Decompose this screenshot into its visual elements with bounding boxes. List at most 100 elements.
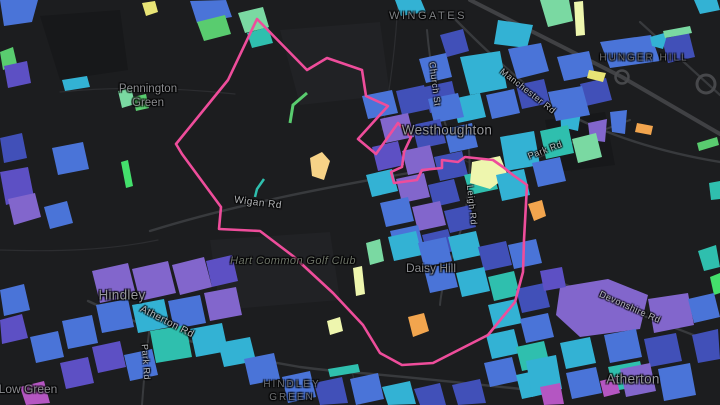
- parcel[interactable]: [412, 119, 446, 149]
- parcel[interactable]: [566, 367, 602, 399]
- parcel[interactable]: [532, 157, 566, 187]
- parcel[interactable]: [650, 32, 668, 49]
- parcel[interactable]: [692, 329, 720, 363]
- parcel[interactable]: [540, 125, 574, 159]
- parcel[interactable]: [419, 53, 452, 83]
- parcel[interactable]: [688, 293, 720, 323]
- parcel[interactable]: [428, 93, 464, 123]
- parcel[interactable]: [580, 78, 612, 106]
- parcel[interactable]: [635, 123, 653, 135]
- parcel[interactable]: [0, 0, 38, 26]
- parcel[interactable]: [428, 179, 460, 207]
- parcel[interactable]: [0, 133, 27, 163]
- parcel[interactable]: [548, 86, 590, 121]
- parcel[interactable]: [520, 313, 554, 343]
- parcel-sliver[interactable]: [288, 91, 308, 124]
- parcel[interactable]: [52, 142, 89, 175]
- parcel[interactable]: [460, 51, 507, 95]
- parcel[interactable]: [44, 201, 73, 229]
- parcel[interactable]: [190, 323, 228, 357]
- parcel[interactable]: [508, 43, 549, 79]
- parcel[interactable]: [92, 263, 136, 303]
- parcel[interactable]: [540, 383, 564, 405]
- parcel[interactable]: [486, 89, 520, 119]
- parcel[interactable]: [557, 51, 595, 81]
- parcel[interactable]: [698, 245, 720, 271]
- parcel[interactable]: [133, 94, 149, 111]
- parcel[interactable]: [172, 257, 212, 295]
- parcel[interactable]: [484, 357, 518, 387]
- parcel[interactable]: [574, 1, 585, 36]
- parcel[interactable]: [197, 15, 231, 41]
- parcel[interactable]: [395, 0, 426, 16]
- parcel[interactable]: [572, 133, 602, 163]
- parcel[interactable]: [697, 137, 719, 151]
- parcel[interactable]: [516, 79, 550, 109]
- parcel[interactable]: [496, 169, 530, 201]
- parcel[interactable]: [8, 193, 41, 225]
- parcel[interactable]: [418, 237, 452, 267]
- parcel[interactable]: [610, 110, 627, 134]
- parcel[interactable]: [709, 181, 720, 200]
- parcel[interactable]: [516, 283, 550, 313]
- parcel[interactable]: [456, 267, 490, 297]
- parcel[interactable]: [600, 377, 620, 397]
- parcel[interactable]: [604, 329, 642, 363]
- parcel[interactable]: [540, 0, 573, 27]
- parcel[interactable]: [444, 205, 476, 233]
- parcel[interactable]: [408, 313, 429, 337]
- parcel[interactable]: [508, 239, 542, 269]
- parcel[interactable]: [350, 373, 384, 405]
- parcel[interactable]: [20, 381, 50, 405]
- parcel[interactable]: [244, 353, 280, 385]
- parcel[interactable]: [62, 76, 90, 91]
- parcel[interactable]: [540, 267, 566, 291]
- parcel[interactable]: [124, 349, 158, 381]
- parcel[interactable]: [620, 363, 656, 397]
- parcel[interactable]: [710, 273, 720, 295]
- parcel[interactable]: [452, 379, 486, 405]
- parcel[interactable]: [132, 299, 170, 333]
- parcel[interactable]: [388, 231, 422, 261]
- parcel[interactable]: [206, 255, 238, 287]
- parcel[interactable]: [132, 261, 176, 301]
- parcel[interactable]: [412, 201, 446, 231]
- parcel[interactable]: [402, 145, 436, 175]
- parcel[interactable]: [366, 169, 398, 197]
- parcel[interactable]: [353, 266, 365, 296]
- parcel[interactable]: [0, 284, 30, 316]
- parcel[interactable]: [658, 363, 696, 401]
- parcel[interactable]: [488, 271, 520, 301]
- parcel[interactable]: [30, 331, 64, 363]
- parcel[interactable]: [314, 377, 348, 405]
- parcel[interactable]: [327, 317, 343, 335]
- parcel[interactable]: [414, 383, 446, 405]
- parcel[interactable]: [366, 239, 384, 265]
- parcel[interactable]: [247, 27, 273, 48]
- parcel[interactable]: [382, 381, 416, 405]
- parcel[interactable]: [142, 1, 158, 16]
- parcel[interactable]: [62, 315, 98, 349]
- parcel[interactable]: [440, 29, 469, 57]
- parcel[interactable]: [168, 295, 206, 329]
- parcel[interactable]: [238, 7, 269, 33]
- parcel[interactable]: [528, 200, 546, 221]
- parcel[interactable]: [486, 329, 520, 359]
- parcel[interactable]: [500, 131, 540, 171]
- parcel[interactable]: [560, 337, 596, 369]
- parcel[interactable]: [663, 26, 692, 38]
- parcel[interactable]: [556, 279, 648, 337]
- parcel[interactable]: [121, 160, 133, 188]
- parcel-sliver[interactable]: [253, 178, 266, 198]
- parcel[interactable]: [494, 20, 533, 48]
- parcel[interactable]: [118, 87, 135, 108]
- parcel[interactable]: [328, 364, 360, 377]
- parcel[interactable]: [282, 371, 316, 403]
- parcel[interactable]: [60, 357, 94, 389]
- parcel[interactable]: [648, 293, 694, 333]
- parcel[interactable]: [644, 333, 682, 367]
- parcel[interactable]: [310, 152, 330, 180]
- parcel[interactable]: [587, 70, 606, 82]
- parcel[interactable]: [92, 341, 126, 373]
